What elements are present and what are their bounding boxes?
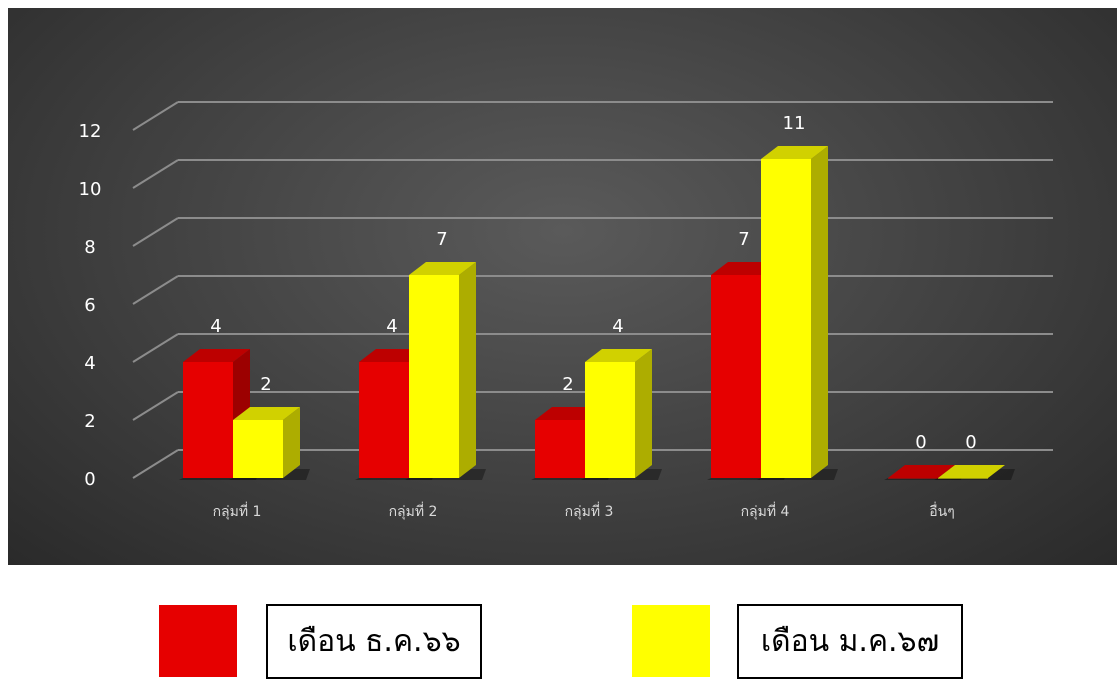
bar-2-3 <box>585 362 635 478</box>
bar-2-4 <box>761 159 811 478</box>
x-tick-label: กลุ่มที่ 1 <box>213 502 262 520</box>
bar-side <box>635 349 652 478</box>
x-tick-label: กลุ่มที่ 2 <box>389 502 438 520</box>
x-tick-label: อื่นๆ <box>929 502 955 520</box>
legend-label-series1: เดือน ธ.ค.๖๖ <box>266 604 482 679</box>
gridline-diagonal <box>132 101 179 131</box>
x-tick-label: กลุ่มที่ 3 <box>565 502 614 520</box>
data-label: 0 <box>965 432 976 453</box>
bar-top <box>585 349 652 362</box>
chart-plot-area: 0 2 4 6 8 10 12 4 2 4 7 2 4 7 11 0 0 กลุ่มที่ 1 กลุ่มที่… <box>8 8 1117 565</box>
bar-1-2 <box>359 362 409 478</box>
bar-2-5 <box>938 478 988 479</box>
y-tick-label: 0 <box>84 469 95 490</box>
y-tick-label: 8 <box>84 237 95 258</box>
data-label: 2 <box>260 374 271 395</box>
data-label: 4 <box>210 316 221 337</box>
bar-top <box>233 407 300 420</box>
gridline-diagonal <box>132 333 179 363</box>
bar-top <box>938 465 1005 478</box>
y-tick-label: 6 <box>84 295 95 316</box>
x-tick-label: กลุ่มที่ 4 <box>741 502 790 520</box>
bar-top <box>409 262 476 275</box>
bar-chart: 0 2 4 6 8 10 12 4 2 4 7 2 4 7 11 0 0 กลุ่มที่ 1 กลุ่มที่… <box>79 101 1053 520</box>
legend-swatch-series1 <box>159 605 237 677</box>
data-label: 4 <box>612 316 623 337</box>
bar-top <box>888 465 955 478</box>
data-label: 4 <box>386 316 397 337</box>
data-label: 2 <box>562 374 573 395</box>
y-tick-label: 10 <box>79 179 102 200</box>
bar-1-1 <box>183 362 233 478</box>
data-label: 11 <box>783 113 806 134</box>
legend-label-series2: เดือน ม.ค.๖๗ <box>737 604 963 679</box>
data-label: 7 <box>436 229 447 250</box>
bar-side <box>283 407 300 478</box>
bar-1-4 <box>711 275 761 478</box>
bar-1-5 <box>888 478 938 479</box>
data-label: 0 <box>915 432 926 453</box>
y-tick-label: 2 <box>84 411 95 432</box>
gridline-diagonal <box>132 391 179 421</box>
gridline-diagonal <box>132 217 179 247</box>
bar-side <box>459 262 476 478</box>
bar-top <box>183 349 250 362</box>
legend-swatch-series2 <box>632 605 710 677</box>
gridline-diagonal <box>132 275 179 305</box>
bar-2-2 <box>409 275 459 478</box>
y-tick-label: 4 <box>84 353 95 374</box>
gridline-diagonal <box>132 449 179 479</box>
bar-side <box>811 146 828 478</box>
bar-1-3 <box>535 420 585 478</box>
bar-2-1 <box>233 420 283 478</box>
bar-top <box>761 146 828 159</box>
data-label: 7 <box>738 229 749 250</box>
y-tick-label: 12 <box>79 121 102 142</box>
gridline-diagonal <box>132 159 179 189</box>
